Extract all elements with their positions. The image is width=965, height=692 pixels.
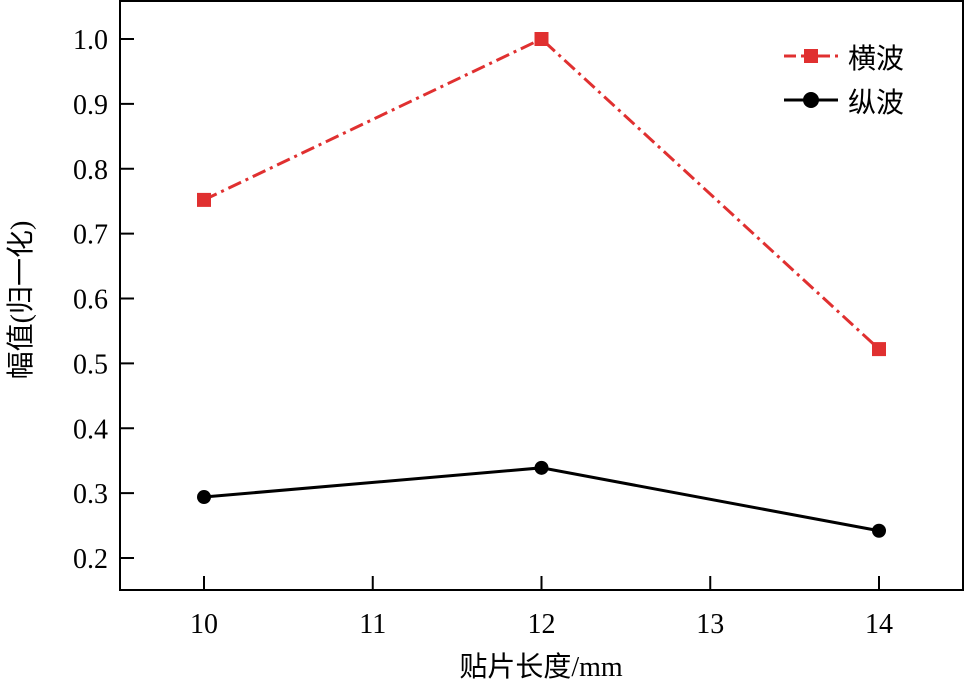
y-tick-label: 0.8: [73, 155, 108, 186]
x-tick-label: 11: [359, 609, 386, 640]
series-line-0: [203, 37, 881, 351]
legend-label: 横波: [848, 43, 904, 75]
x-tick-label: 10: [190, 609, 218, 640]
legend-marker-circle: [803, 92, 819, 108]
plot-frame: [119, 0, 964, 591]
data-point-circle: [534, 460, 549, 475]
y-tick-label: 0.9: [73, 90, 108, 121]
data-point-circle: [197, 490, 211, 505]
legend: 横波 纵波: [784, 43, 904, 119]
series-line-1: [203, 466, 880, 533]
x-axis-label: 贴片长度/mm: [459, 651, 623, 683]
y-tick-label: 0.2: [73, 544, 108, 575]
y-tick-label: 0.4: [73, 414, 108, 445]
x-tick-label: 13: [696, 609, 724, 640]
data-point-square: [534, 32, 549, 46]
y-axis-label: 幅值(归一化): [5, 221, 37, 380]
y-tick-label: 0.3: [73, 479, 108, 510]
data-point-square: [872, 342, 886, 357]
y-tick-label: 0.7: [73, 220, 108, 251]
y-tick-label: 0.6: [73, 285, 108, 316]
data-point-circle: [872, 523, 886, 538]
data-point-square: [197, 192, 211, 207]
y-tick-label: 1.0: [73, 25, 108, 56]
legend-marker-square: [804, 49, 818, 63]
y-tick-label: 0.5: [73, 349, 108, 380]
x-tick-label: 14: [865, 609, 893, 640]
legend-label: 纵波: [848, 87, 904, 119]
x-tick-label: 12: [528, 609, 556, 640]
